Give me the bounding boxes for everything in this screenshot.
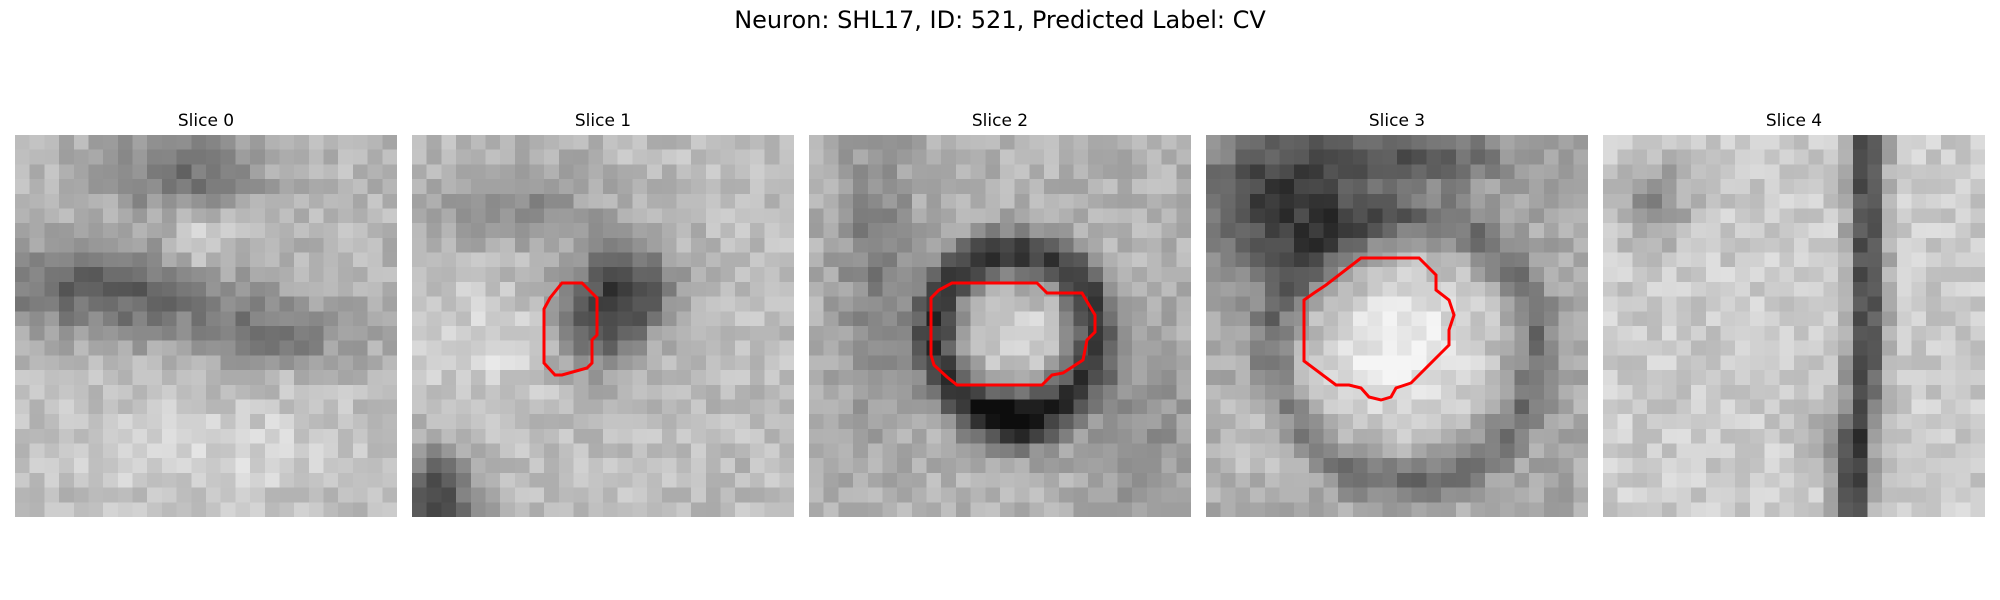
slice-image [1603,135,1985,517]
microscopy-image [1206,135,1588,517]
figure-title: Neuron: SHL17, ID: 521, Predicted Label:… [734,6,1266,34]
segmentation-outline-layer [1302,256,1456,402]
microscopy-image [1603,135,1985,517]
slice-panel-1: Slice 1 [412,108,794,517]
slice-image [412,135,794,517]
segmentation-outline [929,281,1097,387]
slice-title: Slice 0 [177,111,235,131]
segmentation-outline [542,281,599,377]
slice-panel-0: Slice 0 [15,108,397,517]
slice-panel-3: Slice 3 [1206,108,1588,517]
microscopy-image [412,135,794,517]
microscopy-image [15,135,397,517]
segmentation-outline [1302,256,1456,402]
slice-title: Slice 1 [574,111,632,131]
segmentation-outline-layer [542,281,599,377]
segmentation-outline-layer [929,281,1097,387]
slice-image [15,135,397,517]
slice-title: Slice 3 [1368,111,1426,131]
slice-title: Slice 4 [1765,111,1823,131]
slice-title: Slice 2 [971,111,1029,131]
microscopy-image [809,135,1191,517]
slice-image [809,135,1191,517]
slice-panel-4: Slice 4 [1603,108,1985,517]
slice-image [1206,135,1588,517]
slice-panel-2: Slice 2 [809,108,1191,517]
